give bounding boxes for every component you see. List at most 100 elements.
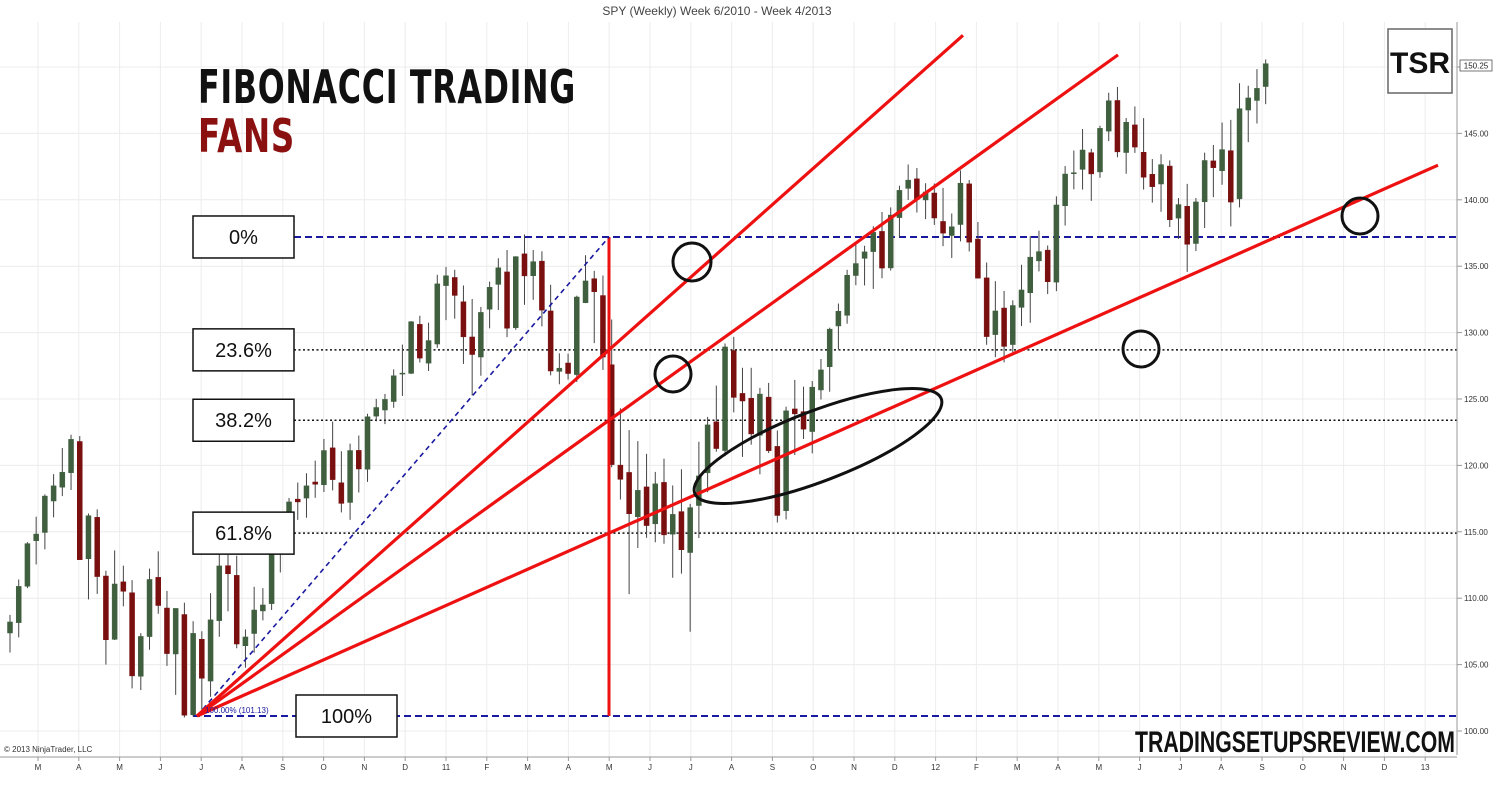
candle-body — [33, 533, 39, 541]
x-tick-label: 11 — [442, 763, 451, 772]
candle — [748, 367, 754, 445]
candle-body — [478, 312, 484, 358]
candle — [1245, 85, 1251, 143]
candle-body — [120, 581, 127, 592]
candle-body — [687, 507, 693, 553]
x-tick-label: S — [1259, 763, 1264, 772]
candle-body — [329, 447, 336, 480]
candle-body — [373, 407, 379, 417]
candle-body — [643, 486, 650, 526]
candle — [417, 315, 423, 363]
candle — [731, 336, 737, 413]
candle-body — [870, 232, 877, 252]
candle-body — [59, 472, 66, 488]
candle-body — [975, 238, 981, 279]
candle — [1053, 196, 1060, 292]
candle — [1097, 125, 1103, 178]
candle-body — [50, 485, 57, 502]
candle-body — [164, 607, 170, 654]
candle — [539, 251, 545, 327]
candle — [1018, 264, 1025, 327]
fib-label-text: 23.6% — [215, 340, 272, 362]
candle-body — [94, 517, 100, 577]
heading-line1: FIBONACCI TRADING — [198, 60, 576, 114]
candle-body — [138, 636, 144, 677]
candle — [94, 509, 100, 594]
candle — [460, 285, 467, 364]
x-tick-label: M — [1014, 763, 1021, 772]
candle — [861, 245, 868, 286]
candle — [757, 387, 763, 475]
candle-body — [199, 638, 205, 679]
candle — [15, 579, 22, 638]
candle-body — [1254, 88, 1260, 101]
candle-body — [669, 514, 676, 535]
candle-body — [382, 399, 388, 411]
candle — [626, 430, 632, 595]
candle — [844, 269, 850, 324]
candle-body — [992, 310, 999, 335]
candle — [225, 554, 231, 612]
candle-body — [356, 450, 362, 470]
candle — [530, 249, 536, 300]
candle — [216, 551, 223, 637]
candle — [949, 213, 955, 258]
candle — [24, 542, 31, 589]
candle — [33, 516, 39, 565]
candle-body — [460, 301, 467, 338]
x-tick-label: O — [320, 763, 326, 772]
annotations — [653, 196, 1380, 505]
candle-body — [896, 190, 903, 218]
x-tick-label: A — [566, 763, 572, 772]
x-tick-label: N — [851, 763, 857, 772]
candle-body — [1018, 289, 1025, 308]
candle — [1219, 122, 1225, 185]
candle — [434, 274, 441, 348]
candle-body — [1175, 204, 1182, 219]
candle-body — [617, 464, 624, 480]
candle — [451, 269, 458, 319]
candle — [1105, 92, 1112, 142]
x-tick-label: F — [974, 763, 979, 772]
candle — [931, 183, 938, 225]
candle — [1027, 236, 1033, 323]
candle — [146, 568, 153, 650]
candle-body — [1027, 256, 1033, 294]
candle — [486, 281, 493, 329]
candle — [1044, 245, 1051, 295]
x-tick-label: M — [1095, 763, 1102, 772]
candle-body — [434, 283, 441, 345]
candle — [495, 258, 502, 311]
x-tick-label: F — [484, 763, 489, 772]
y-tick-label: 115.00 — [1464, 528, 1488, 537]
x-tick-label: O — [1300, 763, 1306, 772]
candle — [138, 633, 144, 691]
candle-body — [966, 183, 972, 243]
candle — [1001, 290, 1007, 363]
candle-body — [530, 261, 536, 277]
candle-body — [1262, 63, 1269, 87]
x-tick-label: J — [158, 763, 162, 772]
candle — [364, 413, 371, 482]
candle-body — [547, 310, 554, 372]
candle — [1158, 154, 1164, 212]
x-tick-label: A — [76, 763, 82, 772]
candle-body — [713, 421, 720, 449]
candle — [207, 593, 214, 697]
candle — [190, 621, 196, 717]
candle — [312, 460, 318, 498]
candle-body — [216, 565, 223, 621]
x-tick-label: J — [689, 763, 693, 772]
candle-body — [1001, 307, 1007, 347]
candle-body — [1193, 201, 1199, 244]
candle — [251, 586, 257, 653]
candle — [1036, 230, 1042, 272]
copyright: © 2013 NinjaTrader, LLC — [4, 745, 93, 754]
candle-body — [1210, 160, 1217, 168]
candle — [443, 266, 449, 321]
candle-body — [207, 619, 214, 682]
candle-body — [408, 321, 414, 374]
candle — [835, 303, 842, 350]
candle — [1088, 148, 1095, 201]
